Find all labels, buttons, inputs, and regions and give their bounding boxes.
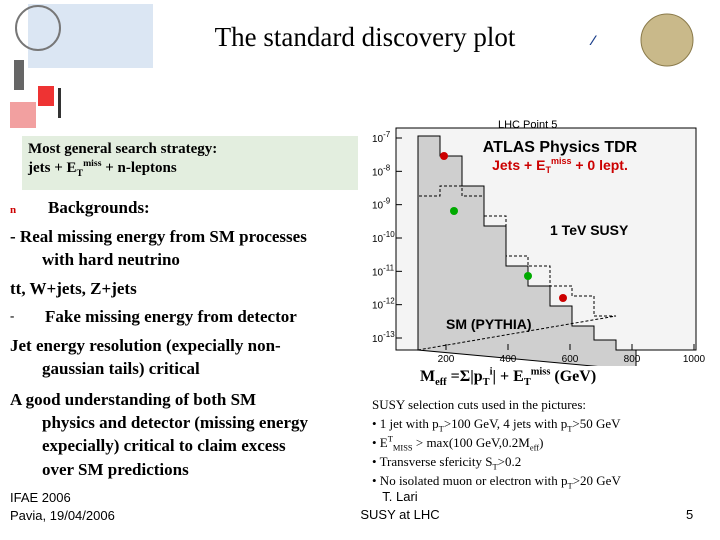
figure bbox=[14, 60, 24, 90]
cms-logo bbox=[28, 4, 153, 68]
y-tick-exponent: -8 bbox=[383, 163, 391, 172]
note: • Transverse sfericity ST>0.2 bbox=[372, 454, 522, 472]
text-line: expecially) critical to claim excess bbox=[42, 436, 286, 455]
text-line: A good understanding of both SM bbox=[10, 390, 257, 409]
y-tick-exponent: -13 bbox=[383, 330, 395, 339]
y-tick-label: 10-13 bbox=[372, 330, 395, 345]
background-hist bbox=[417, 135, 637, 366]
y-tick-base: 10 bbox=[372, 201, 384, 212]
decorations: ⁄ bbox=[10, 4, 694, 128]
square bbox=[38, 86, 54, 106]
title: The standard discovery plot bbox=[214, 22, 516, 52]
y-tick-base: 10 bbox=[372, 167, 384, 178]
text-line: Jet energy resolution (expecially non- bbox=[10, 336, 281, 355]
footer-event: IFAE 2006 bbox=[10, 490, 71, 505]
y-tick-base: 10 bbox=[372, 334, 384, 345]
plot-subtitle: Jets + ETmiss + 0 lept. bbox=[492, 156, 628, 175]
y-tick-base: 10 bbox=[372, 301, 384, 312]
y-tick-label: 10-11 bbox=[372, 263, 395, 278]
notes-heading: SUSY selection cuts used in the pictures… bbox=[372, 397, 586, 412]
text-line: Backgrounds: bbox=[48, 198, 150, 217]
strategy-line: Most general search strategy: bbox=[28, 141, 218, 157]
note: • 1 jet with pT>100 GeV, 4 jets with pT>… bbox=[372, 416, 621, 434]
x-tick-label: 400 bbox=[500, 354, 517, 365]
text-line: with hard neutrino bbox=[42, 250, 180, 269]
y-tick-label: 10-7 bbox=[372, 130, 391, 145]
y-tick-exponent: -11 bbox=[383, 263, 395, 272]
y-tick-label: 10-8 bbox=[372, 163, 391, 178]
plot-title: ATLAS Physics TDR bbox=[483, 139, 638, 156]
text-line: tt, W+jets, Z+jets bbox=[10, 279, 137, 298]
y-tick-exponent: -9 bbox=[383, 197, 391, 206]
y-tick-exponent: -12 bbox=[383, 297, 395, 306]
x-tick-label: 200 bbox=[438, 354, 455, 365]
footer-author: T. Lari bbox=[382, 489, 418, 504]
x-tick-label: 1000 bbox=[683, 354, 706, 365]
note: • No isolated muon or electron with pT>2… bbox=[372, 473, 621, 491]
page-number: 5 bbox=[686, 507, 694, 522]
marker bbox=[524, 272, 532, 280]
y-tick-label: 10-10 bbox=[372, 230, 395, 245]
strategy-line: jets + ETmiss + n-leptons bbox=[28, 158, 177, 179]
bullet: n bbox=[10, 204, 17, 216]
x-axis-label: Meff =Σ|pTi| + ETmiss (GeV) bbox=[420, 366, 597, 389]
signal-label: 1 TeV SUSY bbox=[550, 222, 629, 238]
y-tick-label: 10-9 bbox=[372, 197, 391, 212]
bar bbox=[58, 88, 61, 118]
cms-emblem bbox=[15, 5, 61, 51]
y-tick-base: 10 bbox=[372, 234, 384, 245]
y-tick-exponent: -7 bbox=[383, 130, 391, 139]
x-tick-label: 800 bbox=[624, 354, 641, 365]
footer-talk: SUSY at LHC bbox=[360, 507, 440, 522]
marker bbox=[440, 152, 448, 160]
footer-date: Pavia, 19/04/2006 bbox=[10, 508, 115, 523]
strategy-box: Most general search strategy: jets + ETm… bbox=[22, 136, 360, 190]
signal-hist bbox=[417, 185, 617, 351]
plot-header: LHC Point 5 bbox=[498, 119, 557, 131]
y-tick-label: 10-12 bbox=[372, 297, 395, 312]
text-line: over SM predictions bbox=[42, 460, 189, 479]
background-label: SM (PYTHIA) bbox=[446, 316, 532, 332]
infn-mark: ⁄ bbox=[589, 32, 597, 48]
y-tick-base: 10 bbox=[372, 267, 384, 278]
plot: LHC Point 5 ATLAS Physics TDR Jets + ETm… bbox=[358, 116, 708, 366]
text-line: Fake missing energy from detector bbox=[45, 307, 297, 326]
y-tick-base: 10 bbox=[372, 134, 384, 145]
marker bbox=[450, 207, 458, 215]
dash: - bbox=[10, 308, 15, 323]
marker bbox=[559, 294, 567, 302]
text-line: gaussian tails) critical bbox=[42, 359, 200, 378]
text-line: - Real missing energy from SM processes bbox=[10, 227, 307, 246]
square bbox=[10, 102, 36, 128]
x-tick-label: 600 bbox=[562, 354, 579, 365]
infn-logo bbox=[585, 22, 635, 56]
text-line: physics and detector (missing energy bbox=[42, 413, 309, 432]
medallion bbox=[640, 13, 694, 67]
note: • ETMISS > max(100 GeV,0.2Meff) bbox=[372, 433, 544, 453]
y-tick-exponent: -10 bbox=[383, 230, 395, 239]
